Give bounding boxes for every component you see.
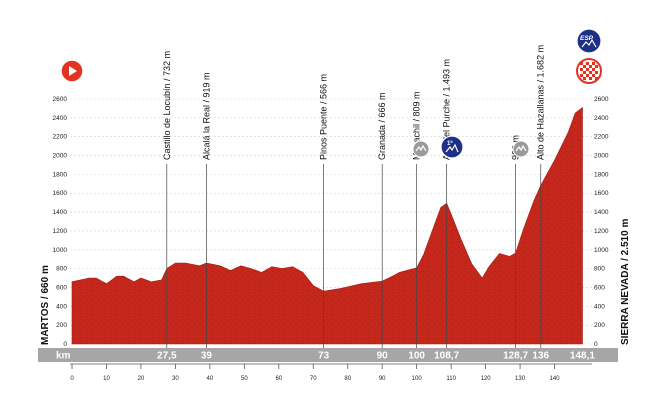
km-tick-label: 20: [138, 376, 145, 382]
altitude-tick-label: 2600: [53, 96, 68, 103]
start-label: MARTOS / 660 m: [40, 265, 51, 345]
km-tick-label: 10: [103, 376, 110, 382]
altitude-tick-label: 2000: [594, 153, 609, 160]
km-band: [38, 348, 618, 362]
flag-square: [595, 65, 598, 68]
flag-square: [589, 77, 592, 80]
km-tick-label: 30: [172, 376, 179, 382]
altitude-tick-label: 800: [594, 266, 605, 273]
altitude-tick-label: 1600: [594, 190, 609, 197]
checkpoint-label: Castillo de Locubín / 732 m: [162, 51, 172, 160]
checkpoint-km: 27,5: [157, 351, 177, 362]
km-tick-label: 100: [412, 376, 423, 382]
altitude-tick-label: 2200: [53, 134, 68, 141]
km-tick-label: 60: [275, 376, 282, 382]
altitude-tick-label: 600: [56, 284, 67, 291]
checkpoint-label: Pinos Puente / 566 m: [319, 74, 329, 160]
checkpoint-label: Monachil / 809 m: [412, 91, 422, 160]
checkpoint-km: 100: [408, 351, 425, 362]
flag-square: [583, 71, 586, 74]
flag-square: [592, 62, 595, 65]
km-tick-label: 120: [481, 376, 492, 382]
altitude-tick-label: 1600: [53, 190, 68, 197]
flag-square: [589, 65, 592, 68]
mountain-category-icon: 1ª: [440, 135, 464, 159]
checkpoint-km: 39: [201, 351, 213, 362]
altitude-tick-label: 2200: [594, 134, 609, 141]
altitude-tick-label: 200: [56, 322, 67, 329]
km-tick-label: 50: [241, 376, 248, 382]
flag-square: [586, 68, 589, 71]
checkpoint-label: Granada / 666 m: [377, 92, 387, 160]
km-tick-label: 110: [446, 376, 456, 382]
altitude-tick-label: 1000: [53, 247, 68, 254]
flag-square: [586, 62, 589, 65]
special-category-icon: ESP: [576, 28, 602, 54]
altitude-tick-label: 1800: [594, 171, 609, 178]
flag-square: [595, 77, 598, 80]
checkpoint-km: 136: [532, 351, 549, 362]
km-tick-label: 90: [379, 376, 386, 382]
altitude-tick-label: 1400: [594, 209, 609, 216]
checkpoint-label: Alcalá la Real / 919 m: [201, 72, 211, 160]
altitude-tick-label: 1200: [53, 228, 68, 235]
flag-square: [580, 62, 583, 65]
checkpoint-labels: Castillo de Locubín / 732 m Alcalá la Rea…: [162, 45, 546, 160]
km-band-values: 27,5 39 73 90 100 108,7 128,7 136 148,1: [157, 351, 595, 362]
km-tick-label: 140: [550, 376, 561, 382]
flag-square: [589, 71, 592, 74]
altitude-axis-left: 0 200 400 600 800 1000 1200 1400 1600 1800 2000 220…: [53, 96, 68, 348]
altitude-tick-label: 0: [594, 341, 598, 348]
finish-flag-icon: [576, 58, 602, 84]
altitude-tick-label: 1200: [594, 228, 609, 235]
flag-square: [586, 74, 589, 77]
altitude-tick-label: 2000: [53, 153, 68, 160]
flag-square: [580, 68, 583, 71]
flag-square: [592, 74, 595, 77]
sprint-icon: [412, 140, 430, 158]
checkpoint-km: 108,7: [434, 351, 459, 362]
altitude-tick-label: 600: [594, 284, 605, 291]
flag-square: [583, 77, 586, 80]
checkpoint-km: 73: [318, 351, 330, 362]
flag-square: [583, 65, 586, 68]
altitude-tick-label: 400: [594, 303, 605, 310]
km-tick-label: 80: [344, 376, 351, 382]
checkpoint-km: 128,7: [503, 351, 528, 362]
altitude-tick-label: 2600: [594, 96, 609, 103]
altitude-axis-right: 0 200 400 600 800 1000 1200 1400 1600 1800 2000 220…: [594, 96, 609, 348]
sprint-icon: [512, 140, 530, 158]
altitude-tick-label: 800: [56, 266, 67, 273]
altitude-tick-label: 1800: [53, 171, 68, 178]
altitude-tick-label: 1400: [53, 209, 68, 216]
altitude-tick-label: 0: [63, 341, 67, 348]
altitude-tick-label: 2400: [594, 115, 609, 122]
climb-category-label: 1ª: [447, 140, 453, 147]
altitude-tick-label: 200: [594, 322, 605, 329]
flag-square: [592, 68, 595, 71]
km-tick-label: 70: [310, 376, 317, 382]
start-icon: [60, 59, 84, 83]
checkpoint-km: 90: [377, 351, 389, 362]
km-tick-label: 40: [207, 376, 214, 382]
checkpoint-lines: [166, 164, 542, 348]
km-axis: 0 10 20 30 40 50 60 70 80 90 100 110 120 130 140: [70, 363, 592, 382]
checkpoint-label: Alto de Hazallanas / 1.682 m: [536, 45, 546, 160]
km-tick-label: 0: [70, 376, 74, 382]
flag-square: [595, 71, 598, 74]
km-tick-label: 130: [515, 376, 526, 382]
checkpoint-label: Alto del Purche / 1.493 m: [442, 59, 452, 160]
km-axis-label: km: [56, 351, 71, 362]
finish-label: SIERRA NEVADA / 2.510 m: [620, 219, 631, 345]
altitude-tick-label: 400: [56, 303, 67, 310]
special-category-label: ESP: [580, 35, 594, 42]
altitude-tick-label: 2400: [53, 115, 68, 122]
checkpoint-km: 148,1: [570, 351, 595, 362]
flag-square: [580, 74, 583, 77]
altitude-tick-label: 1000: [594, 247, 609, 254]
